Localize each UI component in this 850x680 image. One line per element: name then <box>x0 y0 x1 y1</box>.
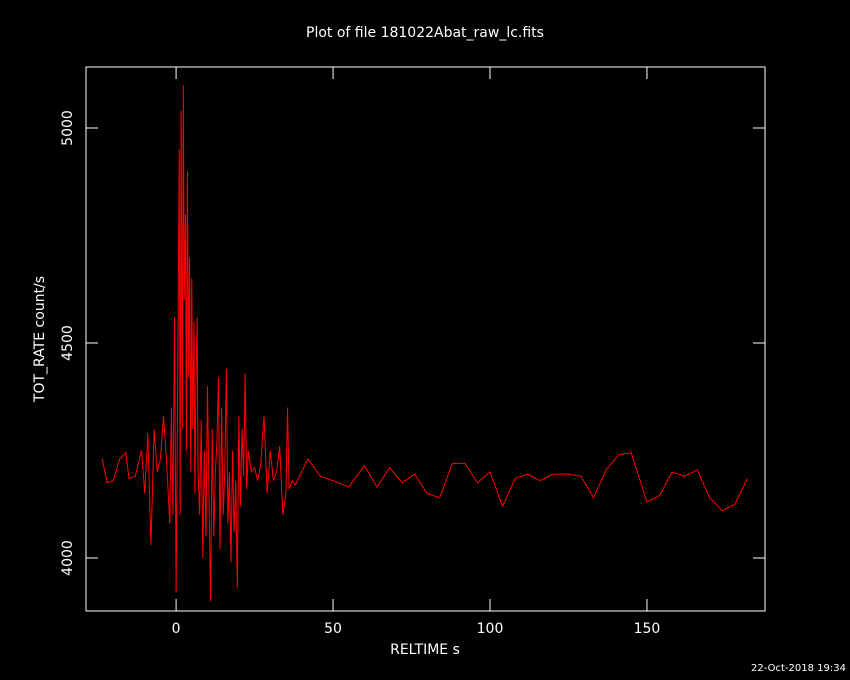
x-tick-label: 100 <box>477 621 504 637</box>
x-tick-label: 0 <box>172 621 181 637</box>
y-tick-label: 4500 <box>60 325 76 361</box>
x-tick-label: 150 <box>634 621 661 637</box>
plot-frame <box>85 66 766 612</box>
chart-title: Plot of file 181022Abat_raw_lc.fits <box>306 25 544 41</box>
y-tick-label: 5000 <box>60 110 76 146</box>
x-axis-label: RELTIME s <box>390 642 460 658</box>
light-curve <box>101 85 748 601</box>
y-tick-label: 4000 <box>60 540 76 576</box>
y-axis-label: TOT_RATE count/s <box>32 276 48 403</box>
x-tick-label: 50 <box>324 621 342 637</box>
footer-timestamp: 22-Oct-2018 19:34 <box>751 663 846 674</box>
